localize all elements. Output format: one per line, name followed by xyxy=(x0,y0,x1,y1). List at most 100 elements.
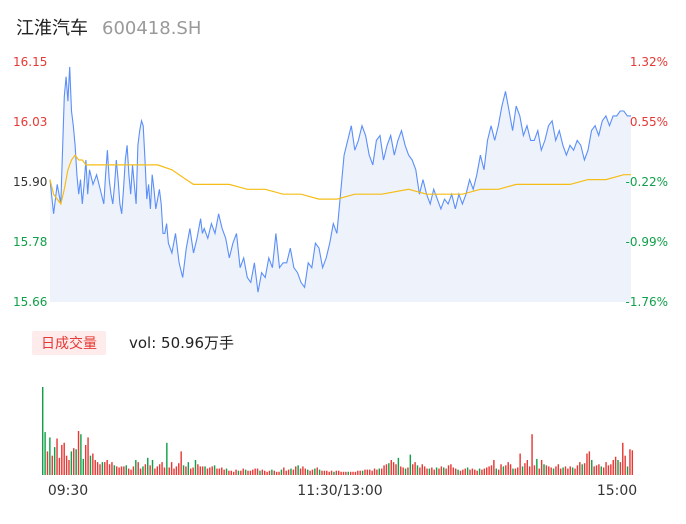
volume-bar xyxy=(493,459,495,475)
volume-bar xyxy=(94,459,96,475)
volume-bar xyxy=(249,470,252,475)
volume-bar xyxy=(526,459,529,475)
volume-bar xyxy=(552,468,555,475)
volume-bar xyxy=(137,462,139,475)
volume-bar xyxy=(166,442,168,475)
volume-bar xyxy=(232,471,235,475)
volume-bar xyxy=(228,470,230,475)
volume-bar xyxy=(314,468,316,475)
volume-bar xyxy=(560,468,562,475)
volume-bar xyxy=(104,462,106,475)
volume-bar xyxy=(512,468,514,475)
volume-bar xyxy=(583,463,586,475)
volume-bar xyxy=(111,462,113,475)
volume-bar xyxy=(385,464,388,475)
volume-bar xyxy=(63,442,65,475)
volume-bar xyxy=(135,459,137,475)
stock-name: 江淮汽车 xyxy=(16,18,88,39)
volume-bar xyxy=(478,468,481,475)
volume-bar xyxy=(423,466,426,475)
volume-bar xyxy=(278,471,280,475)
volume-bar xyxy=(469,469,471,475)
volume-bar xyxy=(75,449,77,475)
volume-label: vol: 50.96万手 xyxy=(129,334,234,352)
x-tick-label: 11:30/13:00 xyxy=(297,483,382,499)
volume-bar xyxy=(259,470,261,475)
volume-bar xyxy=(545,465,548,475)
volume-bar xyxy=(445,468,447,475)
volume-bar xyxy=(500,464,502,475)
volume-bar xyxy=(421,464,423,475)
volume-bar xyxy=(144,464,147,475)
volume-bar xyxy=(216,468,218,475)
y-tick-label-right: -0.22% xyxy=(626,175,668,189)
volume-bar xyxy=(261,469,264,475)
volume-bar xyxy=(605,462,607,475)
volume-bar xyxy=(452,467,455,475)
volume-bar xyxy=(264,470,266,475)
volume-bar xyxy=(631,450,634,475)
volume-bar xyxy=(170,462,173,475)
volume-bar xyxy=(235,469,237,475)
volume-bar xyxy=(533,465,536,475)
volume-bar xyxy=(564,466,567,475)
volume-bar xyxy=(464,468,466,475)
volume-bar xyxy=(182,465,185,475)
volume-bar xyxy=(68,459,70,475)
volume-bar xyxy=(419,467,421,475)
volume-bar xyxy=(502,466,505,475)
volume-bar xyxy=(431,467,433,475)
volume-bar xyxy=(373,468,376,475)
volume-bar xyxy=(557,464,560,475)
volume-bar xyxy=(352,471,354,475)
volume-bar xyxy=(247,470,249,475)
volume-bar xyxy=(569,466,571,475)
volume-bar xyxy=(190,468,192,475)
volume-bar xyxy=(199,466,201,475)
volume-bar xyxy=(622,442,624,475)
volume-bar xyxy=(450,464,452,475)
y-tick-label-left: 16.03 xyxy=(13,115,47,129)
volume-bar xyxy=(256,468,259,475)
volume-bar xyxy=(89,455,92,475)
volume-bar xyxy=(223,469,225,475)
volume-bar xyxy=(586,453,588,475)
volume-bar xyxy=(194,459,197,475)
volume-bar xyxy=(42,387,44,475)
volume-bar xyxy=(185,466,187,475)
volume-bar xyxy=(340,471,342,475)
volume-bar xyxy=(447,465,450,475)
volume-bar xyxy=(414,462,416,475)
volume-bar xyxy=(80,434,82,475)
volume-bar xyxy=(116,466,118,475)
x-tick-label: 09:30 xyxy=(48,483,88,499)
volume-bar xyxy=(65,455,68,475)
volume-bar xyxy=(378,468,381,475)
volume-bar xyxy=(163,467,166,475)
volume-bar xyxy=(130,469,132,475)
volume-bar xyxy=(400,466,402,475)
volume-bar xyxy=(433,469,435,475)
volume-bar xyxy=(392,462,395,475)
volume-bar xyxy=(87,437,89,475)
volume-bar xyxy=(619,462,622,475)
volume-bar xyxy=(531,434,533,475)
volume-bar xyxy=(629,449,631,475)
volume-bar xyxy=(457,469,459,475)
volume-bar xyxy=(383,465,385,475)
volume-bar xyxy=(435,467,438,475)
volume-bar xyxy=(593,466,595,475)
volume-bar xyxy=(562,467,564,475)
volume-bar xyxy=(481,469,483,475)
volume-bar xyxy=(53,447,56,475)
volume-bar xyxy=(201,466,204,475)
volume-bar xyxy=(318,469,321,475)
volume-bar xyxy=(280,469,283,475)
volume-bar xyxy=(536,458,538,475)
volume-bar xyxy=(338,470,340,475)
volume-bar xyxy=(357,470,359,475)
volume-bar xyxy=(474,469,476,475)
volume-bar xyxy=(521,466,524,475)
volume-bar xyxy=(390,459,392,475)
volume-bar xyxy=(56,438,58,475)
